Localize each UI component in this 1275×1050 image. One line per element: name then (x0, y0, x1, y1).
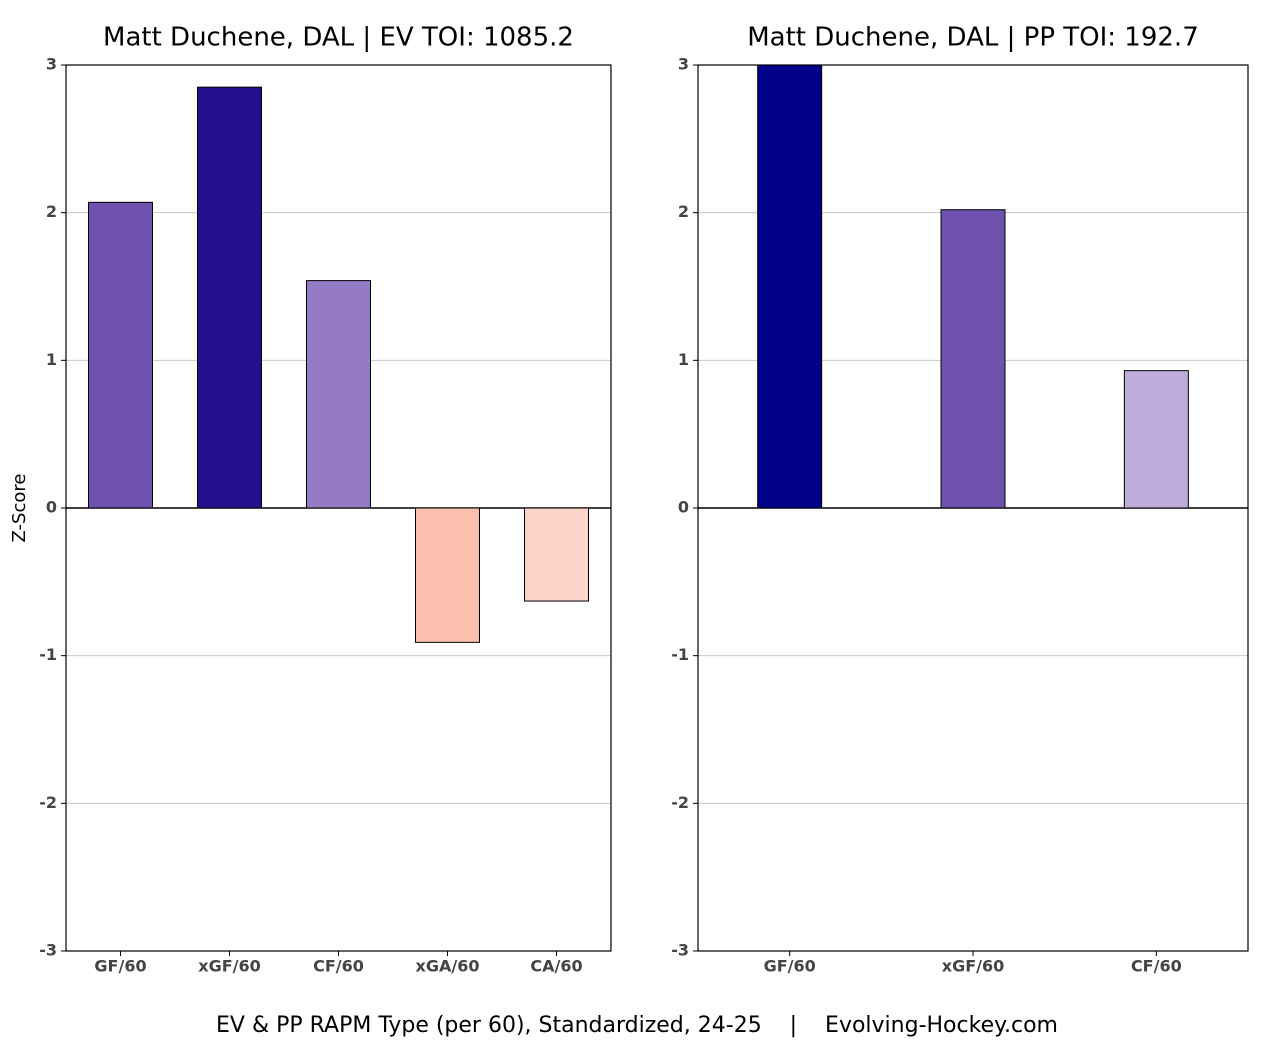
y-axis-label: Z-Score (9, 474, 30, 543)
bar (415, 507, 480, 643)
y-tick-label: 1 (46, 350, 57, 369)
bar (524, 507, 589, 602)
caption: EV & PP RAPM Type (per 60), Standardized… (216, 1013, 1058, 1038)
chart-title: Matt Duchene, DAL | PP TOI: 192.7 (747, 23, 1199, 53)
bar (88, 201, 153, 509)
x-tick-label: GF/60 (764, 957, 816, 976)
x-tick-label: CA/60 (530, 957, 582, 976)
x-tick-label: xGF/60 (942, 957, 1005, 976)
y-tick-label: -2 (39, 793, 57, 812)
y-tick-label: 1 (678, 350, 689, 369)
chart-title: Matt Duchene, DAL | EV TOI: 1085.2 (103, 23, 574, 53)
bar (1123, 370, 1189, 509)
x-tick-label: CF/60 (1131, 957, 1182, 976)
bar (940, 209, 1006, 509)
y-tick-label: 2 (46, 202, 57, 221)
bar (197, 86, 262, 509)
y-tick-label: 0 (46, 498, 57, 517)
y-tick-label: -1 (671, 645, 689, 664)
y-tick-label: 0 (678, 498, 689, 517)
y-tick-label: -1 (39, 645, 57, 664)
y-tick-label: -3 (671, 941, 689, 960)
y-tick-label: 2 (678, 202, 689, 221)
y-tick-label: 3 (46, 55, 57, 74)
y-tick-label: -3 (39, 941, 57, 960)
x-tick-label: GF/60 (94, 957, 146, 976)
y-tick-label: 3 (678, 55, 689, 74)
x-tick-label: xGF/60 (198, 957, 261, 976)
x-tick-label: CF/60 (313, 957, 364, 976)
x-tick-label: xGA/60 (416, 957, 480, 976)
plot-frame (65, 64, 612, 952)
y-tick-label: -2 (671, 793, 689, 812)
plot-frame (697, 64, 1249, 952)
bar (757, 64, 823, 509)
bar (306, 280, 371, 509)
